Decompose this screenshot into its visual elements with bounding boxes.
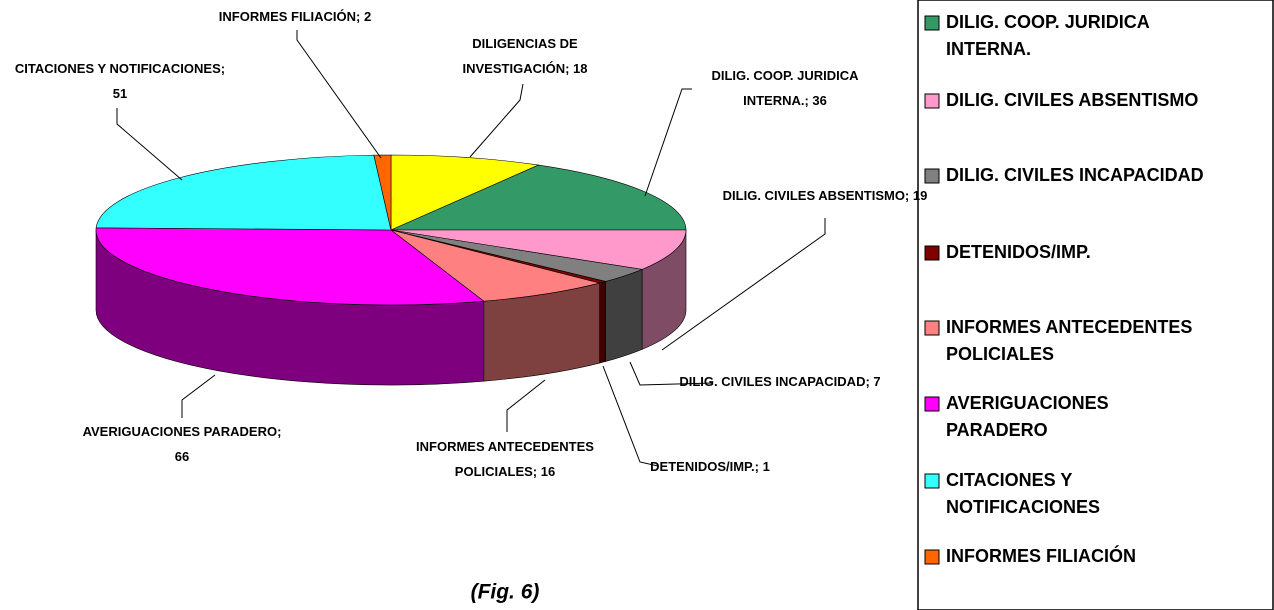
legend-swatch <box>924 93 940 109</box>
legend-swatch <box>924 549 940 565</box>
legend-label: DILIG. CIVILES ABSENTISMO <box>946 90 1198 110</box>
pie-sides <box>95 229 687 386</box>
legend-label: DILIG. COOP. JURIDICA INTERNA. <box>946 12 1150 59</box>
legend-swatch <box>924 320 940 336</box>
legend-label: INFORMES ANTECEDENTES POLICIALES <box>946 317 1192 364</box>
leader-line <box>629 361 714 386</box>
legend-swatch <box>924 396 940 412</box>
data-label: DILIG. COOP. JURIDICA INTERNA.; 36 <box>711 68 859 108</box>
legend-swatch <box>924 473 940 489</box>
data-label: DILIG. CIVILES INCAPACIDAD; 7 <box>679 374 880 389</box>
legend-label: DETENIDOS/IMP. <box>946 242 1091 262</box>
data-label: CITACIONES Y NOTIFICACIONES; 51 <box>15 61 225 101</box>
data-label: INFORMES FILIACIÓN; 2 <box>219 9 371 24</box>
leader-line <box>602 365 659 467</box>
slice-side <box>605 268 643 362</box>
slice <box>95 154 392 231</box>
data-label: DILIG. CIVILES ABSENTISMO; 19 <box>723 188 928 203</box>
legend-label: DILIG. CIVILES INCAPACIDAD <box>946 165 1204 185</box>
slice <box>95 227 485 306</box>
legend-swatch <box>924 245 940 261</box>
legend-box <box>917 0 1274 610</box>
slice <box>390 229 600 302</box>
data-label: AVERIGUACIONES PARADERO; 66 <box>83 424 282 464</box>
leader-line <box>644 88 692 197</box>
caption: (Fig. 6) <box>471 581 540 604</box>
leader-line <box>469 83 524 158</box>
leader-line <box>181 374 216 418</box>
legend-label: CITACIONES Y NOTIFICACIONES <box>946 470 1100 517</box>
slice <box>373 154 392 231</box>
pie-tops <box>95 154 687 306</box>
data-label: INFORMES ANTECEDENTES POLICIALES; 16 <box>416 439 594 479</box>
slice <box>390 229 687 270</box>
legend-label: AVERIGUACIONES PARADERO <box>946 393 1109 440</box>
leader-line <box>296 30 382 159</box>
legend-swatch <box>924 15 940 31</box>
slice-side <box>599 281 606 364</box>
data-label: DETENIDOS/IMP.; 1 <box>650 459 770 474</box>
slice <box>390 154 540 231</box>
leader-line <box>116 108 183 181</box>
legend-swatch <box>924 168 940 184</box>
leader-line <box>506 379 546 432</box>
legend-label: INFORMES FILIACIÓN <box>946 545 1136 566</box>
leader-line <box>661 218 826 351</box>
data-label: DILIGENCIAS DE INVESTIGACIÓN; 18 <box>463 36 588 76</box>
